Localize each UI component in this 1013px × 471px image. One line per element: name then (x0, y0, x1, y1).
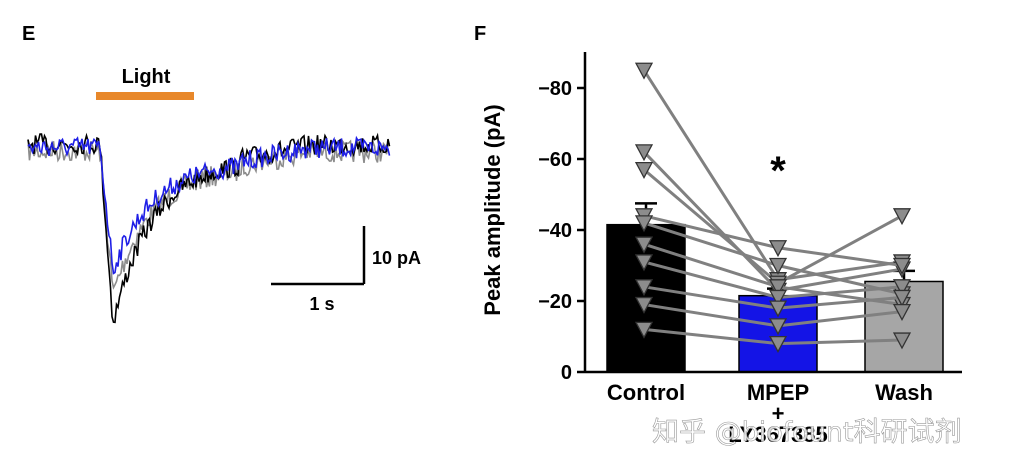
data-point (768, 289, 788, 307)
data-point (892, 279, 912, 297)
x-tick-label: MPEP (747, 380, 809, 405)
data-point (634, 161, 654, 180)
paired-cell-7 (634, 254, 912, 307)
data-point (768, 257, 788, 275)
panel-e-label: E (22, 23, 35, 45)
data-point (892, 289, 912, 307)
panel-f-label: F (474, 23, 486, 45)
y-ticks: 0 −20 −40 −60 −80 (538, 78, 585, 384)
data-point (892, 303, 912, 322)
data-point (634, 321, 654, 339)
scale-bar: 10 pA 1 s (271, 226, 421, 314)
light-stimulus-bar (96, 92, 194, 100)
y-tick-label: 0 (561, 362, 572, 384)
y-tick-label: −20 (538, 291, 572, 313)
x-tick-label: Wash (875, 380, 933, 405)
current-traces (27, 132, 391, 324)
data-point (634, 144, 654, 162)
data-point (768, 335, 788, 353)
paired-cell-8 (634, 279, 912, 318)
axes (583, 52, 962, 374)
trace-wash (27, 139, 391, 290)
data-point (768, 279, 788, 297)
paired-cell-lines (634, 62, 912, 353)
data-point (634, 215, 654, 233)
y-tick-label: −60 (538, 149, 572, 171)
paired-cell-9 (634, 296, 912, 336)
light-label: Light (122, 66, 171, 88)
trace-mpep-ly367385 (27, 135, 391, 275)
y-tick-label: −80 (538, 78, 572, 100)
data-point (634, 279, 654, 297)
data-point (634, 236, 654, 254)
y-tick-label: −40 (538, 220, 572, 242)
scale-time-label: 1 s (309, 294, 334, 314)
x-tick-label: Control (607, 380, 685, 405)
watermark: 知乎 @biofount科研试剂 (652, 417, 962, 448)
paired-cell-10 (634, 321, 912, 353)
data-point (634, 296, 654, 314)
data-point (892, 257, 912, 275)
data-point (768, 240, 788, 258)
data-point (892, 208, 912, 226)
data-point (768, 318, 788, 336)
x-tick-labels: Control MPEP+LY367385 Wash (607, 380, 933, 447)
x-tick-label: LY367385 (728, 422, 828, 447)
data-point (634, 254, 654, 272)
data-point (892, 332, 912, 350)
data-point (634, 62, 654, 80)
significance-asterisk: * (770, 149, 786, 193)
y-axis-label: Peak amplitude (pA) (480, 104, 505, 315)
scale-current-label: 10 pA (372, 248, 421, 268)
x-tick-label: + (772, 401, 785, 426)
trace-control (27, 132, 391, 324)
data-point (768, 300, 788, 318)
